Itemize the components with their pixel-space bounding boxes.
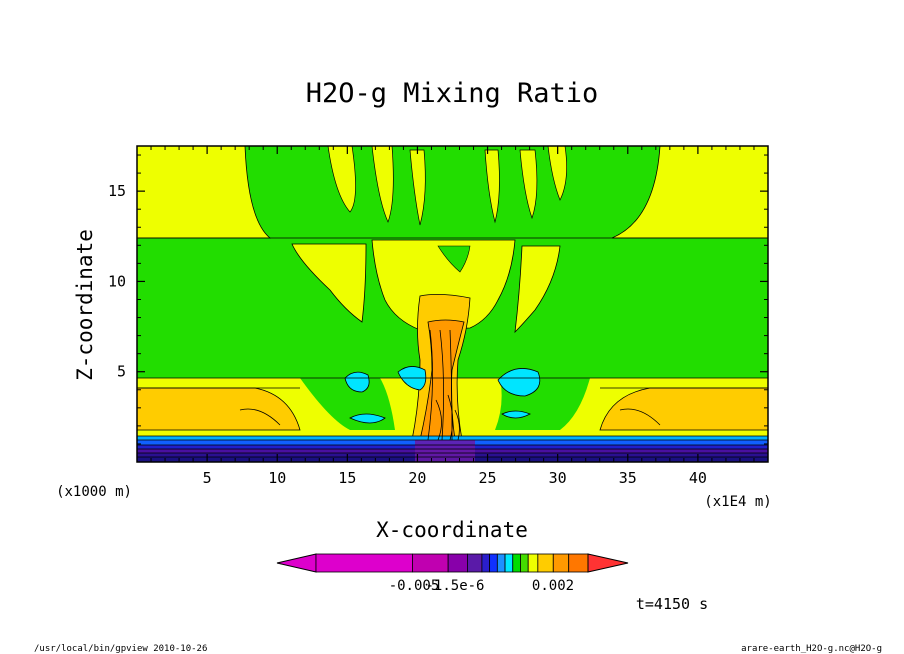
colorbar-segment [527, 553, 539, 573]
plot-frame [136, 145, 769, 463]
y-tick-label: 10 [108, 272, 126, 290]
colorbar-segment [315, 553, 413, 573]
yellow-streak [519, 149, 538, 220]
yellow-anvil [514, 245, 561, 334]
colorbar-labels: -0.005-1.5e-6 0.002 [389, 578, 574, 594]
colorbar-label: 0.002 [532, 578, 574, 594]
colorbar-segment [481, 553, 491, 573]
colorbar-segment [412, 553, 449, 573]
x-unit: (x1E4 m) [704, 494, 771, 510]
x-axis: 5 10 15 20 25 30 35 40 [150, 146, 755, 487]
colorbar-segment [496, 553, 506, 573]
yellow-streak [547, 146, 567, 201]
y-axis-label: Z-coordinate [73, 229, 97, 381]
yellow-streak [371, 146, 394, 223]
time-label: t=4150 s [636, 595, 708, 613]
yellow-anvil [371, 239, 516, 331]
contour-field [137, 146, 768, 462]
surface-purple-patch [415, 440, 475, 462]
colorbar-min-arrow [276, 553, 317, 573]
x-tick-label: 10 [268, 469, 286, 487]
x-tick-label: 5 [203, 469, 212, 487]
colorbar-segment [467, 553, 483, 573]
green-hole [437, 245, 471, 273]
y-axis: 5 10 15 [108, 154, 768, 445]
orange-low-left [137, 387, 301, 431]
contour-lines [137, 237, 768, 458]
x-tick-label: 20 [408, 469, 426, 487]
colorbar-segment [489, 553, 498, 573]
x-tick-label: 40 [689, 469, 707, 487]
chart-title: H2O-g Mixing Ratio [306, 78, 599, 109]
yellow-streak [484, 149, 500, 224]
colorbar-segment [520, 553, 529, 573]
colorbar-segment [568, 553, 589, 573]
yellow-anvil [291, 243, 367, 323]
orange-low-right [599, 387, 768, 431]
colorbar-label: -0.005 [389, 578, 440, 594]
cyan-blob [497, 368, 541, 397]
cyan-blob [344, 371, 370, 393]
x-tick-label: 35 [619, 469, 637, 487]
yellow-streak [327, 146, 356, 213]
footer-left: /usr/local/bin/gpview 2010-10-26 [34, 644, 207, 654]
x-tick-label: 30 [549, 469, 567, 487]
y-tick-label: 5 [117, 363, 126, 381]
colorbar [276, 553, 629, 573]
x-tick-label: 15 [338, 469, 356, 487]
surface-layer [137, 436, 768, 440]
colorbar-segment [447, 553, 468, 573]
colorbar-segment [552, 553, 570, 573]
x-axis-label: X-coordinate [376, 518, 528, 542]
colorbar-segment [504, 553, 514, 573]
y-unit: (x1000 m) [56, 484, 132, 500]
y-tick-label: 15 [108, 182, 126, 200]
footer-right: arare-earth_H2O-g.nc@H2O-g [741, 644, 882, 654]
colorbar-label: -1.5e-6 [425, 578, 484, 594]
x-tick-label: 25 [479, 469, 497, 487]
cyan-blob [349, 413, 386, 424]
yellow-streak [409, 149, 426, 226]
colorbar-segment [512, 553, 521, 573]
colorbar-segment [537, 553, 554, 573]
colorbar-max-arrow [587, 553, 629, 573]
plot-area [136, 145, 769, 463]
cyan-blob [501, 410, 531, 419]
